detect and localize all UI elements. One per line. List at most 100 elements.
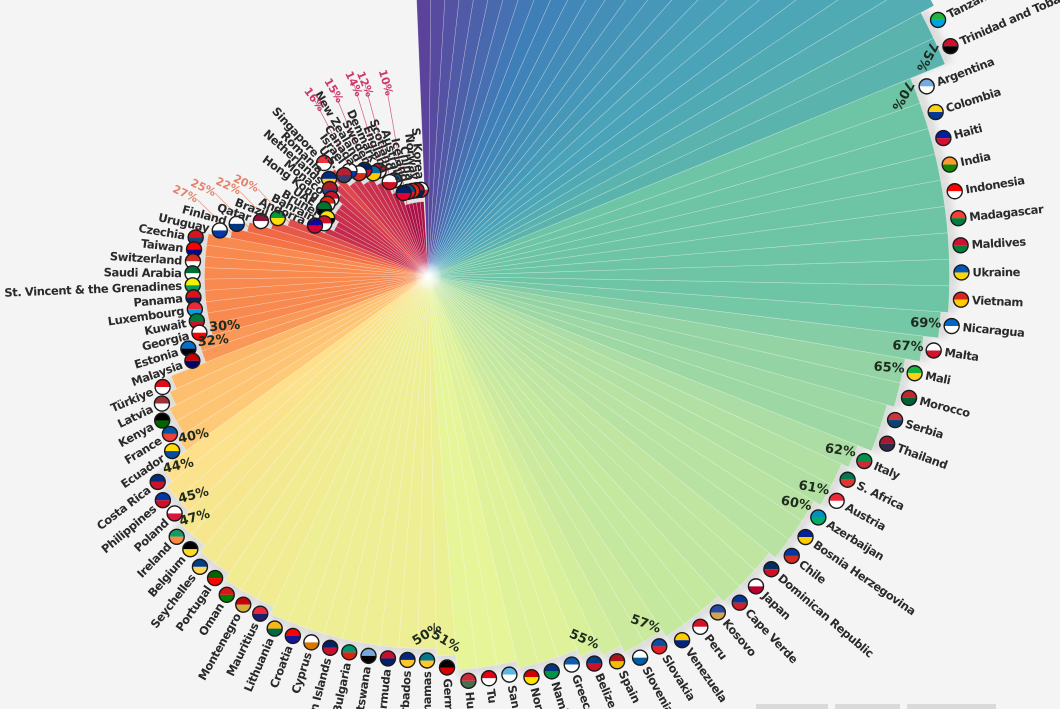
- bar-nicaragua: [427, 275, 942, 339]
- bar-lithuania: [270, 275, 429, 622]
- flag-icon-ecuador: [163, 442, 181, 460]
- bar-tu: [427, 275, 498, 669]
- flag-icon-cayman-islands: [321, 639, 339, 657]
- bar-haiti: [427, 128, 936, 277]
- flag-icon-croatia: [284, 627, 302, 645]
- country-label: Bahamas: [420, 671, 434, 709]
- flag-icon-malaysia: [184, 352, 201, 369]
- country-label: Serbia: [904, 417, 946, 442]
- flag-icon-finland: [228, 215, 245, 233]
- bar-bosnia-herzegovina: [427, 275, 803, 540]
- flag-icon-u-s-: [335, 166, 353, 184]
- flag-icon-bermuda: [379, 650, 397, 667]
- country-label: Nort: [527, 686, 548, 709]
- flag-icon-italy: [856, 452, 873, 470]
- bar-argentina: [427, 77, 921, 277]
- leader-line: [385, 82, 408, 205]
- flag-icon-brazil: [269, 209, 286, 227]
- bar-mali: [427, 275, 906, 384]
- percent-label: 30%: [209, 318, 241, 336]
- percent-label: 67%: [892, 338, 924, 355]
- bar-philippines: [166, 275, 429, 500]
- bar-spain: [427, 275, 622, 656]
- bar-luxembourg: [205, 275, 429, 314]
- bar-bermuda: [379, 275, 429, 648]
- country-label: Botswana: [351, 666, 374, 709]
- country-label: Barbados: [397, 670, 414, 709]
- bar-cyprus: [305, 275, 429, 635]
- flag-icon-germany: [438, 659, 456, 676]
- bar-vietnam: [427, 275, 950, 313]
- country-label: Tanzania: [945, 0, 999, 21]
- flag-icon-georgia: [191, 324, 208, 341]
- flag-icon-indonesia: [946, 183, 963, 200]
- country-label: Ukraine: [972, 265, 1020, 279]
- flag-icon-namib: [543, 663, 560, 680]
- bar-kosovo: [427, 275, 719, 611]
- flag-icon-morocco: [900, 389, 918, 407]
- flag-icon-chile: [783, 547, 800, 565]
- flag-icon-hu: [460, 672, 477, 690]
- bar-unlabeled: [427, 0, 626, 277]
- flag-icon-thailand: [878, 435, 896, 452]
- bar-namib: [427, 275, 559, 664]
- country-label: Bermuda: [374, 669, 394, 709]
- bar-madagascar: [427, 205, 949, 277]
- bar-barbados: [398, 275, 429, 649]
- bar-greece: [427, 275, 578, 658]
- bar-austria: [427, 275, 833, 506]
- bar-belize: [427, 275, 600, 657]
- bar-unlabeled: [427, 0, 673, 277]
- country-label: Germany: [441, 678, 458, 709]
- country-label: Mali: [924, 369, 952, 388]
- flag-icon-bahamas: [418, 652, 436, 669]
- country-label: Morocco: [918, 394, 972, 420]
- flag-icon-portugal: [206, 569, 224, 587]
- country-label: Colombia: [944, 84, 1002, 115]
- flag-icon-ukraine: [953, 264, 970, 281]
- bar-portugal: [214, 275, 429, 574]
- bar-cape-verde: [427, 275, 740, 603]
- bar-norway: [415, 201, 429, 277]
- bar-ecuador: [177, 275, 429, 451]
- bar-slovenia: [427, 275, 645, 653]
- flag-icon-madagascar: [950, 209, 967, 227]
- bar-australia: [404, 203, 429, 277]
- bar-unlabeled: [427, 0, 797, 277]
- flag-icon-azerbaijan: [810, 509, 827, 526]
- bar-hu: [427, 275, 478, 671]
- bar-unlabeled: [427, 0, 699, 277]
- bar-bahrain: [333, 225, 429, 277]
- bar-dominican-republic: [427, 275, 770, 571]
- bar-unlabeled: [427, 0, 935, 277]
- bar-unlabeled: [427, 0, 587, 277]
- country-label: Chile: [796, 557, 829, 587]
- bar-georgia: [209, 275, 429, 336]
- country-label: Italy: [872, 459, 903, 483]
- percent-label: 10%: [376, 68, 396, 97]
- country-label: Bulgaria: [330, 662, 354, 709]
- flag-icon-bulgaria: [341, 644, 358, 661]
- flag-icon-uruguay: [211, 222, 228, 239]
- flag-icon-japan: [747, 578, 765, 595]
- bar-unlabeled: [427, 0, 446, 277]
- percent-label: 69%: [910, 316, 942, 332]
- flag-icon-kenya: [154, 412, 171, 429]
- country-label: Saudi Arabia: [104, 265, 182, 280]
- flag-icon-botswana: [360, 647, 377, 665]
- bar-france: [175, 275, 429, 435]
- bar-s-korea: [419, 201, 429, 277]
- bar-unlabeled: [416, 0, 431, 277]
- bar-latvia: [169, 275, 429, 406]
- flag-icon-belize: [586, 655, 603, 672]
- bar-seychelles: [199, 275, 429, 564]
- flag-icon-tanzania: [929, 11, 947, 29]
- bar-san: [427, 275, 518, 666]
- bar-u-s-: [349, 181, 429, 277]
- percent-label: 60%: [780, 493, 813, 514]
- flag-icon-lithuania: [266, 620, 283, 637]
- country-label: Maldives: [971, 235, 1027, 252]
- flag-icon-seychelles: [191, 558, 209, 576]
- flag-icon-australia: [395, 184, 412, 202]
- flag-icon-cape-verde: [731, 594, 748, 611]
